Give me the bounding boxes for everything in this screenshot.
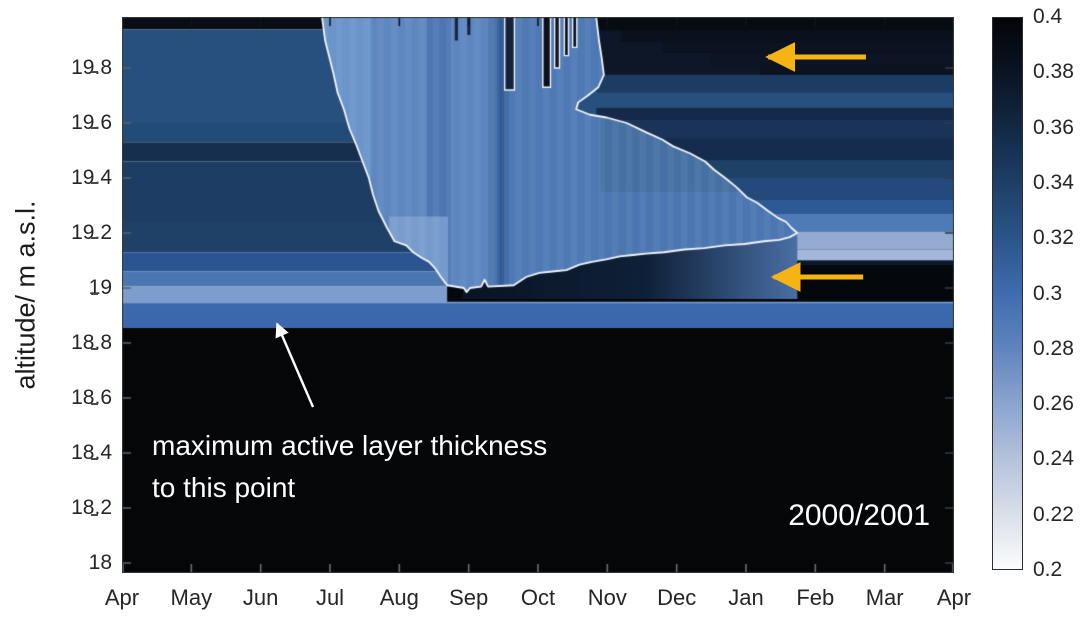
x-tick-label: Feb	[796, 585, 835, 610]
colorbar-tick	[91, 458, 98, 461]
colorbar-tick-label: 0.22	[1033, 502, 1074, 526]
y-tick-label: 19.8	[71, 56, 112, 79]
heatmap-plot	[122, 17, 954, 573]
colorbar-tick-label: 0.26	[1033, 392, 1074, 416]
y-tick-label: 19	[88, 276, 112, 299]
colorbar-tick	[91, 292, 98, 295]
y-tick-label: 18.8	[71, 331, 112, 354]
x-tick-label: May	[170, 585, 213, 610]
colorbar-tick	[91, 403, 98, 406]
colorbar	[992, 17, 1023, 570]
x-tick-label: Apr	[936, 585, 972, 610]
x-tick-label: Nov	[587, 585, 627, 610]
colorbar-tick-label: 0.2	[1033, 558, 1063, 581]
colorbar-tick-label: 0.28	[1033, 336, 1074, 360]
y-tick-label: 19.6	[71, 111, 112, 134]
colorbar-tick-label: 0.4	[1033, 5, 1063, 28]
year-label: 2000/2001	[788, 499, 930, 532]
y-tick-label: 18.2	[71, 496, 112, 519]
x-tick-label: Jan	[728, 585, 764, 610]
y-tick-label: 18	[88, 551, 112, 574]
y-tick-label: 19.4	[71, 166, 112, 189]
colorbar-tick	[91, 347, 98, 350]
annotation-line-1: maximum active layer thickness	[152, 430, 548, 461]
colorbar-tick-label: 0.24	[1033, 447, 1074, 471]
colorbar-tick	[91, 71, 98, 74]
colorbar-tick-label: 0.32	[1033, 226, 1074, 250]
colorbar-tick-label: 0.36	[1033, 115, 1074, 139]
x-tick-label: Jun	[242, 585, 279, 610]
colorbar-tick	[91, 513, 98, 516]
y-tick-label: 19.2	[71, 221, 112, 244]
annotation-line-2: to this point	[152, 472, 296, 503]
colorbar-tick	[91, 181, 98, 184]
x-tick-label: Sep	[449, 585, 489, 610]
y-tick-label: 18.4	[71, 441, 112, 464]
colorbar-tick-label: 0.34	[1033, 170, 1074, 194]
colorbar-tick-label: 0.38	[1033, 60, 1074, 84]
x-tick-label: Dec	[657, 585, 697, 610]
colorbar-tick	[91, 126, 98, 129]
colorbar-tick-label: 0.3	[1033, 281, 1063, 305]
max-active-layer-annotation: maximum active layer thickness to this p…	[152, 425, 547, 509]
colorbar-tick	[91, 237, 98, 240]
x-tick-label: Jul	[315, 585, 345, 610]
x-tick-label: Mar	[865, 585, 904, 610]
x-tick-label: Oct	[520, 585, 556, 610]
x-tick-label: Aug	[379, 585, 419, 610]
y-tick-label: 18.6	[71, 386, 112, 409]
x-tick-label: Apr	[104, 585, 140, 610]
